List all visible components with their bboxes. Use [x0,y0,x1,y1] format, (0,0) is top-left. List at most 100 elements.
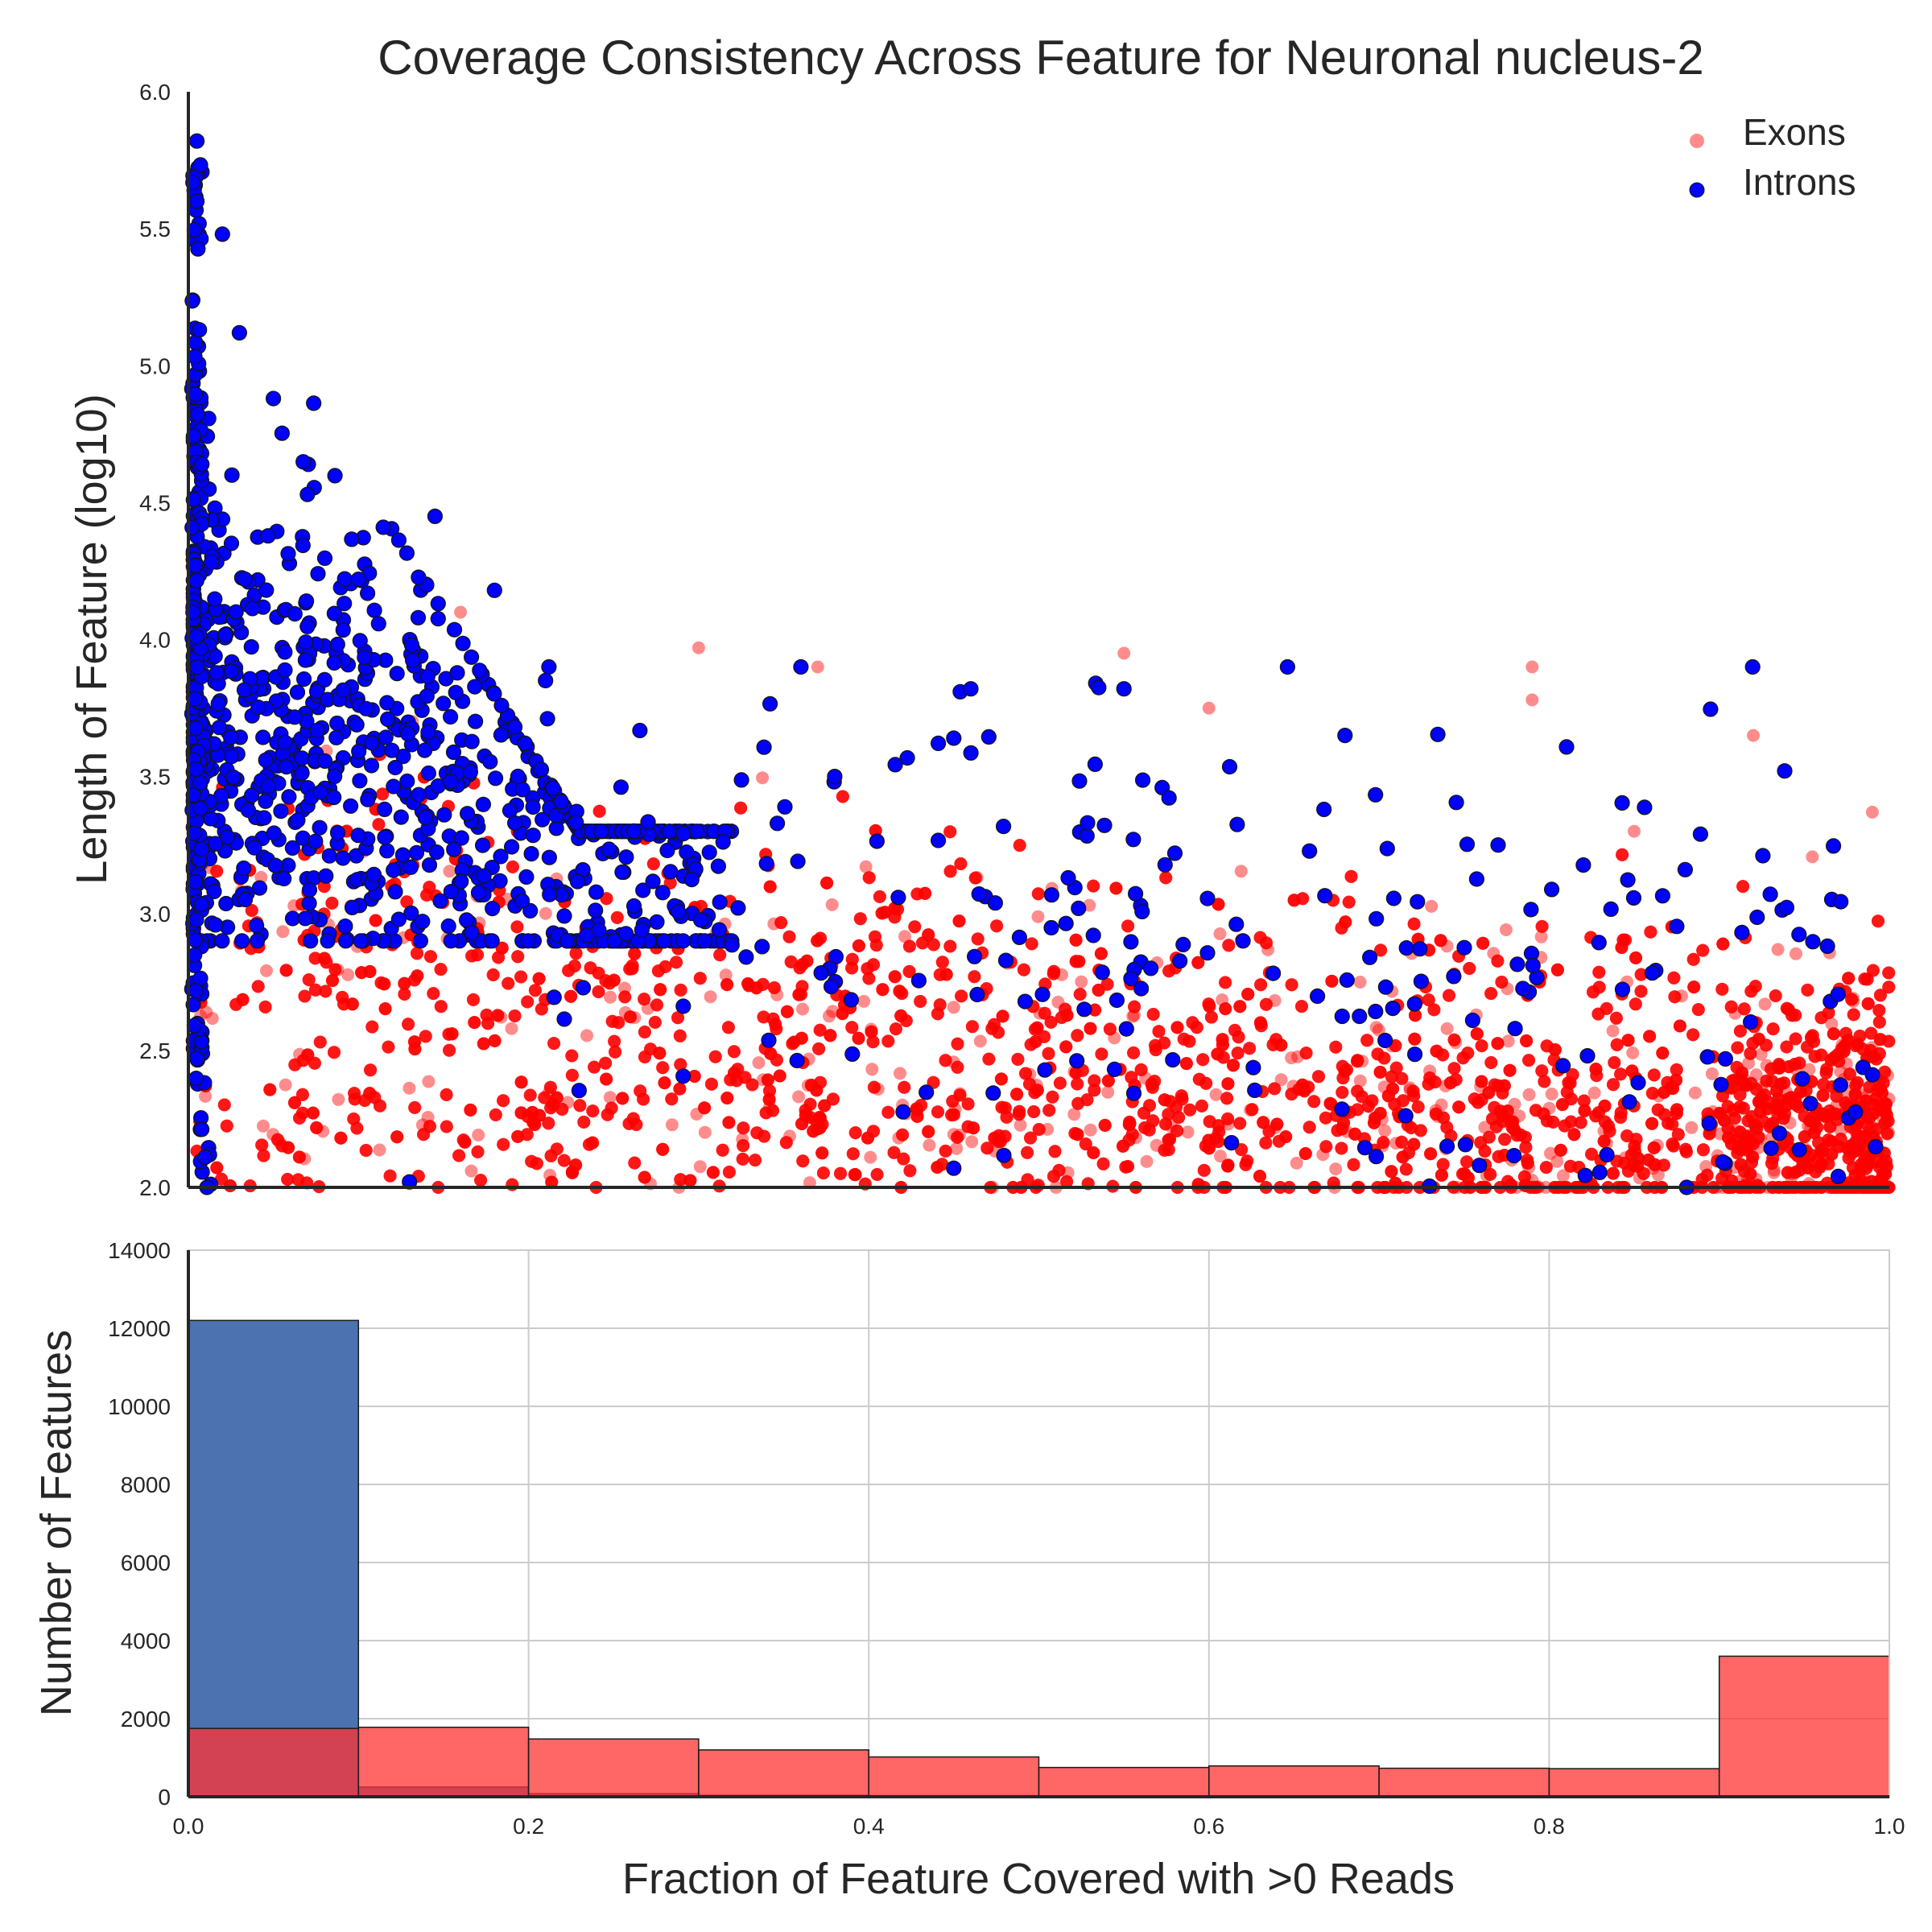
exon-point [1597,1125,1611,1138]
exon-point [1423,1064,1437,1078]
exon-point [1140,1154,1154,1168]
exon-point [1216,993,1229,1006]
exon-point [273,1136,287,1150]
exon-point [1499,923,1513,936]
exon-point [604,990,617,1004]
exon-point [210,1161,224,1174]
exon-point [1724,1126,1737,1140]
exon-point [472,1129,485,1141]
exon-point [1626,1046,1640,1059]
exon-point [1847,992,1860,1005]
exon-point [334,1131,348,1145]
exon-point [923,1138,936,1152]
exon-point [1544,1146,1557,1160]
exon-point [823,1009,836,1023]
exon-point [373,1143,386,1157]
exon-point [1860,1089,1874,1103]
exon-point [1353,976,1367,989]
exon-point [1771,1061,1784,1075]
exon-point [1092,984,1105,997]
exon-point [824,1029,837,1042]
exon-point [1819,1153,1833,1166]
exon-point [1108,1031,1121,1045]
exon-point [1875,1086,1889,1100]
exon-point [757,1073,770,1087]
exon-point [1287,894,1301,907]
exon-point [801,1079,815,1092]
exon-point [1731,1133,1744,1147]
exon-point [1733,1174,1747,1188]
exon-point [415,1118,429,1132]
exon-point [1475,1075,1488,1088]
exon-point [422,1075,436,1088]
exon-point [1449,1036,1463,1050]
exon-point [1381,1089,1395,1103]
exon-point [871,1083,885,1096]
exon-point [1847,995,1860,1008]
exon-point [543,1168,557,1182]
exon-point [260,964,273,977]
exon-point [298,1152,312,1166]
exon-point [1550,1154,1564,1168]
exon-point [1825,1147,1839,1161]
scatter-y-tick-label: 5.0 [139,353,171,378]
exon-point [1101,1085,1115,1099]
scatter-y-tick-label: 2.5 [139,1038,171,1063]
exon-point [736,1133,749,1146]
exon-point [1839,1057,1853,1071]
exon-point [511,1129,525,1143]
exon-point [1868,1098,1881,1111]
exon-point [865,1022,878,1036]
exon-point [1705,1067,1719,1080]
exon-point [1589,1063,1603,1076]
exon-point [1440,1022,1454,1035]
exon-point [756,771,770,785]
exon-point [1214,1150,1227,1163]
exon-point [458,1135,472,1149]
exon-point [1615,941,1629,954]
exon-point [1440,939,1454,953]
exon-point [852,939,865,952]
exon-point [1633,1171,1646,1185]
exon-point [848,1168,862,1182]
exon-point [1221,1077,1235,1091]
exon-point [1522,1088,1536,1101]
exon-point [1061,1166,1075,1179]
exon-point [1470,1027,1484,1041]
exon-point [1807,1116,1821,1129]
exon-point [1758,997,1772,1011]
exon-point [282,1141,295,1154]
exon-point [1316,1148,1330,1162]
exon-point [948,1102,962,1116]
exon-point [1856,1172,1870,1186]
exon-point [898,930,911,943]
exon-point [1742,1056,1756,1070]
exon-point [1733,1125,1747,1139]
exon-point [1126,1009,1140,1023]
exon-point [1855,1088,1868,1102]
exon-point [1067,1108,1081,1121]
chart-title: Coverage Consistency Across Feature for … [378,31,1703,85]
exon-point [1771,943,1785,956]
exon-point [628,1011,642,1025]
exon-point [363,964,377,978]
scatter-panel: 2.02.53.03.54.04.55.05.56.0 Length of Fe… [68,80,1896,1200]
scatter-y-tick-label: 3.5 [139,765,171,790]
exon-point [1746,1150,1760,1164]
exon-point [1830,1099,1843,1113]
exon-point [1880,1109,1893,1123]
exon-point [1290,1156,1303,1170]
exon-point [533,1108,547,1122]
exon-point [1845,1138,1859,1152]
exon-point [1834,1124,1847,1137]
scatter-y-tick-label: 2.0 [139,1175,171,1200]
exon-point [1377,1080,1391,1094]
exon-point [1587,1086,1601,1100]
exon-point [1882,1125,1895,1139]
scatter-y-tick-label: 5.5 [139,217,171,242]
exon-point [1373,1107,1387,1120]
exon-point [266,1128,280,1141]
exon-point [1425,899,1439,913]
exon-point [698,1101,712,1115]
